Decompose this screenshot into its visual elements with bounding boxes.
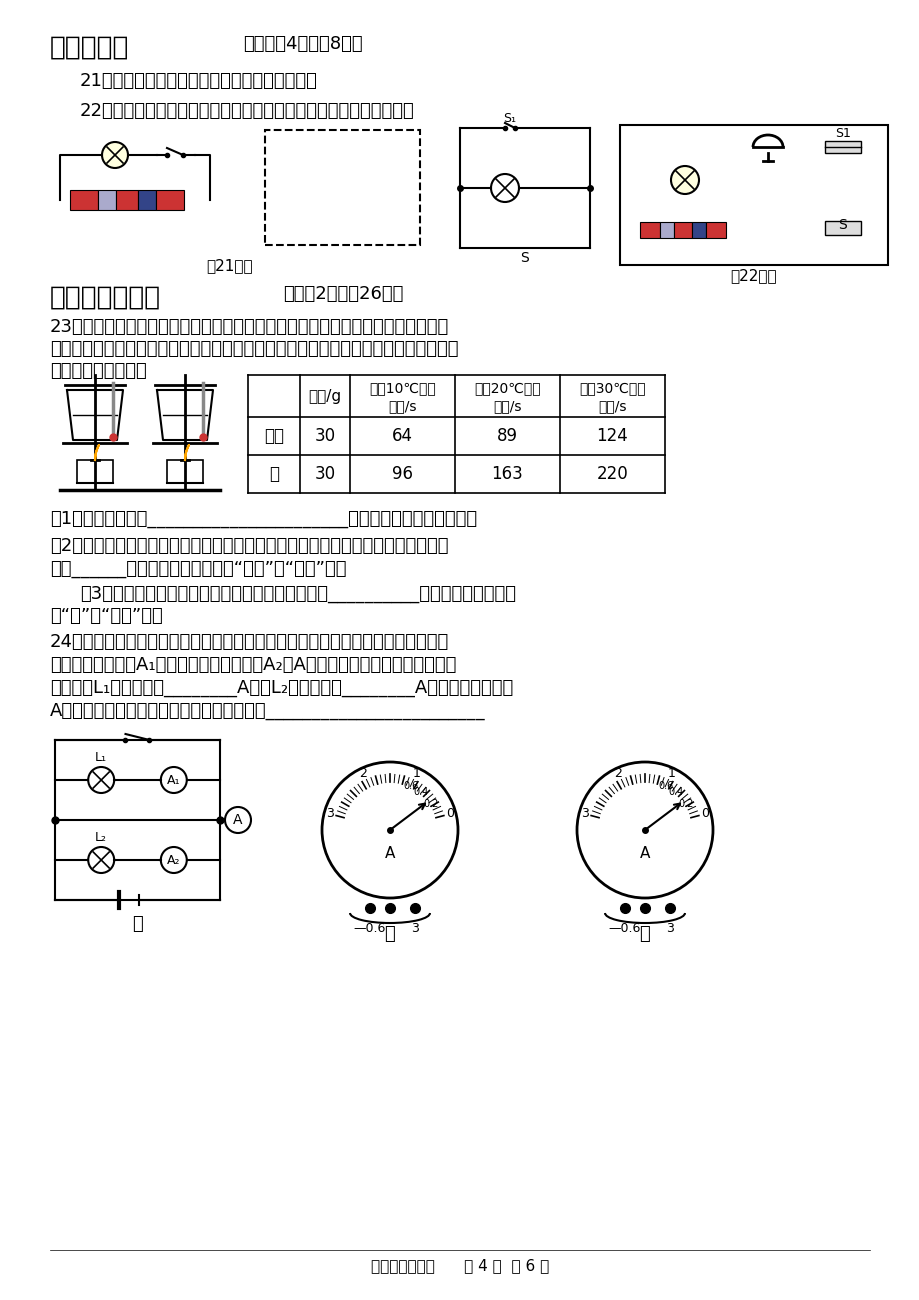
Text: S: S (520, 251, 528, 265)
Text: 0.4: 0.4 (414, 788, 428, 797)
Text: 163: 163 (491, 465, 523, 484)
Text: 3: 3 (411, 922, 418, 935)
Text: 3: 3 (325, 807, 334, 820)
Text: S1: S1 (834, 127, 850, 140)
Bar (167, 460, 203, 484)
Text: A: A (639, 846, 650, 862)
Text: 四、实验探究题: 四、实验探究题 (50, 285, 161, 311)
Text: 丙: 丙 (639, 926, 650, 942)
Text: 三、作图题: 三、作图题 (50, 35, 130, 61)
Bar (824, 221, 860, 235)
Text: A: A (384, 846, 395, 862)
Text: S: S (838, 218, 846, 231)
Text: 0.6: 0.6 (403, 780, 418, 790)
Text: 21、在虚线框中画出图中左边实物图的电路图。: 21、在虚线框中画出图中左边实物图的电路图。 (80, 72, 318, 90)
Text: 0.6: 0.6 (657, 780, 673, 790)
Text: 时间/s: 时间/s (388, 399, 416, 413)
Text: 第22题图: 第22题图 (730, 268, 777, 283)
Circle shape (491, 174, 518, 202)
Text: 填“水”或“沙子”）。: 填“水”或“沙子”）。 (50, 607, 163, 625)
Bar (116, 190, 138, 211)
Text: A₁: A₁ (167, 774, 180, 786)
Text: 1: 1 (412, 767, 420, 780)
Text: 30: 30 (314, 426, 335, 445)
Text: 1: 1 (667, 767, 675, 780)
Text: 220: 220 (596, 465, 628, 484)
Text: 升温10℃所需: 升温10℃所需 (369, 381, 436, 395)
Text: A: A (233, 812, 243, 827)
Text: 热量______沙子吸收的热量（选填“大于”或“小于”）；: 热量______沙子吸收的热量（选填“大于”或“小于”）； (50, 560, 346, 578)
Text: 九年级物理试卷      第 4 页  共 6 页: 九年级物理试卷 第 4 页 共 6 页 (370, 1258, 549, 1273)
Circle shape (161, 848, 187, 874)
Bar (265, 130, 420, 244)
Text: 2: 2 (359, 767, 367, 780)
Bar (156, 190, 184, 211)
Text: 24、在探究并联电路电流规律的实验中，小明按下图甲所示电路图连接好电路后，: 24、在探究并联电路电流规律的实验中，小明按下图甲所示电路图连接好电路后， (50, 633, 448, 651)
Text: A，由此初步得出并联电路中电流的规律为：________________________: A，由此初步得出并联电路中电流的规律为：____________________… (50, 702, 485, 720)
Text: 3: 3 (580, 807, 588, 820)
Text: 2: 2 (614, 767, 622, 780)
Circle shape (576, 762, 712, 898)
Bar (98, 190, 116, 211)
Bar (460, 127, 589, 248)
Text: 0.2: 0.2 (678, 800, 694, 809)
Text: （3）如果加热相同的时间，质量相同的水和沙子，__________升高的温度更高（选: （3）如果加热相同的时间，质量相同的水和沙子，__________升高的温度更高… (80, 585, 516, 603)
Text: （2）分析表中的实验数据可知：质量相同的水和沙子，升高相同温度时，水吸收的: （2）分析表中的实验数据可知：质量相同的水和沙子，升高相同温度时，水吸收的 (50, 537, 448, 555)
Text: 闭合开关，电流表A₁的示数乙所示，电流表A₂和A的指针都指向同一刻度，如图丙: 闭合开关，电流表A₁的示数乙所示，电流表A₂和A的指针都指向同一刻度，如图丙 (50, 656, 456, 673)
Bar (705, 222, 725, 238)
Text: 3: 3 (665, 922, 674, 935)
Text: —0.6: —0.6 (608, 922, 641, 935)
Text: 0.4: 0.4 (668, 788, 684, 797)
Bar (659, 222, 674, 238)
Bar (619, 125, 887, 265)
Bar (691, 222, 705, 238)
Bar (640, 222, 659, 238)
Text: 沙子: 沙子 (264, 426, 284, 445)
Text: 时间/s: 时间/s (493, 399, 521, 413)
Text: 水: 水 (268, 465, 278, 484)
Text: —0.6: —0.6 (354, 922, 386, 935)
Bar (824, 140, 860, 153)
Text: A₂: A₂ (167, 854, 180, 867)
Text: 所示，则L₁中的电流为________A，灯L₂中的电流为________A，干路中的电流为: 所示，则L₁中的电流为________A，灯L₂中的电流为________A，干… (50, 679, 513, 697)
Text: L₁: L₁ (95, 751, 108, 764)
Bar (77, 460, 113, 484)
Text: 22、用笔画线代替导线，按左边的电路图把右边的实物图连接起来。: 22、用笔画线代替导线，按左边的电路图把右边的实物图连接起来。 (80, 101, 414, 120)
Text: 时间/s: 时间/s (597, 399, 626, 413)
Bar (70, 190, 98, 211)
Circle shape (102, 142, 128, 168)
Text: 89: 89 (496, 426, 517, 445)
Text: 升温30℃所需: 升温30℃所需 (579, 381, 645, 395)
Text: 质量/g: 质量/g (308, 389, 341, 403)
Circle shape (322, 762, 458, 898)
Text: （每穰2分，剨26分）: （每穰2分，剨26分） (283, 285, 403, 303)
Text: 第21题图: 第21题图 (207, 257, 253, 273)
Text: 23．为了比较水和沙子吸热本领的大小，小文做了如下图所示的实验：在两个相同: 23．为了比较水和沙子吸热本领的大小，小文做了如下图所示的实验：在两个相同 (50, 318, 448, 335)
Bar (674, 222, 691, 238)
Text: L₂: L₂ (95, 831, 108, 844)
Circle shape (670, 166, 698, 194)
Text: 乙: 乙 (384, 926, 395, 942)
Text: S₁: S₁ (503, 112, 516, 125)
Circle shape (161, 767, 187, 793)
Text: 甲: 甲 (132, 915, 142, 933)
Text: 124: 124 (596, 426, 628, 445)
Circle shape (88, 767, 114, 793)
Circle shape (88, 848, 114, 874)
Text: 验数据记录如下表：: 验数据记录如下表： (50, 361, 147, 380)
Text: 30: 30 (314, 465, 335, 484)
Text: 的烧杯中，分别装有质量、初温都相同的水和沙子，用两个相同的酒精灯对其加热，实: 的烧杯中，分别装有质量、初温都相同的水和沙子，用两个相同的酒精灯对其加热，实 (50, 341, 458, 358)
Bar (138, 190, 156, 211)
Text: 64: 64 (391, 426, 413, 445)
Text: 0: 0 (700, 807, 709, 820)
Text: （每小题4分，兲8分）: （每小题4分，兲8分） (243, 35, 362, 53)
Circle shape (225, 807, 251, 833)
Text: （1）在此实验中用______________________表示水和沙子吸热的多少；: （1）在此实验中用______________________表示水和沙子吸热的… (50, 510, 477, 528)
Text: 0: 0 (446, 807, 454, 820)
Text: 96: 96 (391, 465, 413, 484)
Text: 升温20℃所需: 升温20℃所需 (473, 381, 540, 395)
Text: 0.2: 0.2 (424, 800, 438, 809)
